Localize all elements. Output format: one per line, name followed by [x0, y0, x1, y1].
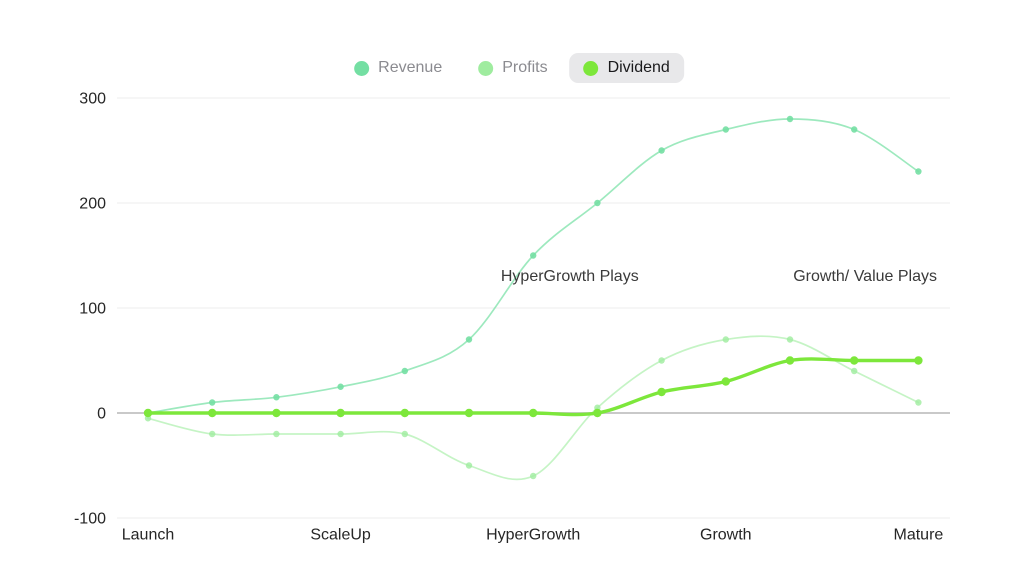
- y-tick-label: 300: [79, 90, 106, 107]
- annotation: Growth/ Value Plays: [793, 267, 937, 285]
- legend-item-dividend[interactable]: Dividend: [569, 53, 684, 83]
- legend-label: Revenue: [378, 59, 443, 76]
- data-point-profits[interactable]: [915, 399, 922, 406]
- data-point-profits[interactable]: [530, 472, 537, 480]
- data-point-revenue[interactable]: [530, 252, 537, 259]
- data-point-revenue[interactable]: [594, 199, 601, 207]
- y-tick-label: -100: [74, 510, 106, 527]
- data-point-dividend[interactable]: [208, 408, 217, 418]
- data-point-dividend[interactable]: [464, 408, 474, 418]
- data-point-revenue[interactable]: [337, 383, 344, 390]
- data-point-dividend[interactable]: [785, 356, 795, 365]
- series-profits[interactable]: [144, 335, 922, 481]
- x-tick-label: HyperGrowth: [486, 526, 580, 543]
- data-point-dividend[interactable]: [657, 387, 666, 397]
- y-tick-label: 100: [79, 300, 106, 317]
- x-tick-label: Growth: [700, 526, 752, 543]
- data-point-dividend[interactable]: [400, 408, 409, 418]
- data-point-dividend[interactable]: [143, 408, 153, 418]
- data-point-profits[interactable]: [851, 367, 858, 375]
- series-revenue[interactable]: [144, 115, 922, 417]
- legend-dot-profits-icon: [478, 60, 494, 76]
- legend: Revenue Profits Dividend: [340, 53, 684, 83]
- data-point-dividend[interactable]: [914, 356, 923, 365]
- data-point-revenue[interactable]: [915, 168, 922, 175]
- data-point-dividend[interactable]: [529, 408, 538, 418]
- data-point-dividend[interactable]: [336, 408, 345, 418]
- data-point-dividend[interactable]: [721, 377, 730, 386]
- series-line-dividend[interactable]: [146, 357, 921, 417]
- data-point-dividend[interactable]: [593, 408, 602, 418]
- legend-item-revenue[interactable]: Revenue: [340, 53, 456, 83]
- data-point-profits[interactable]: [209, 430, 216, 438]
- legend-label: Profits: [502, 59, 548, 76]
- x-tick-label: ScaleUp: [310, 526, 371, 543]
- legend-label: Dividend: [607, 59, 670, 76]
- data-point-revenue[interactable]: [722, 126, 729, 133]
- data-point-profits[interactable]: [722, 336, 729, 343]
- data-point-revenue[interactable]: [273, 394, 280, 401]
- y-tick-label: 0: [97, 405, 106, 422]
- data-point-revenue[interactable]: [209, 399, 216, 406]
- data-point-revenue[interactable]: [401, 367, 408, 375]
- data-point-revenue[interactable]: [851, 126, 858, 133]
- data-point-revenue[interactable]: [465, 336, 473, 343]
- x-tick-label: Mature: [894, 526, 944, 543]
- legend-item-profits[interactable]: Profits: [464, 53, 561, 83]
- legend-dot-dividend-icon: [583, 60, 599, 76]
- legend-dot-revenue-icon: [354, 60, 370, 76]
- data-point-dividend[interactable]: [272, 408, 281, 418]
- x-tick-label: Launch: [122, 526, 175, 543]
- y-tick-label: 200: [79, 195, 106, 212]
- series-dividend[interactable]: [143, 356, 923, 418]
- data-point-profits[interactable]: [273, 430, 280, 438]
- series-line-revenue[interactable]: [147, 118, 920, 414]
- data-point-profits[interactable]: [465, 462, 473, 469]
- data-point-revenue[interactable]: [786, 115, 794, 123]
- data-point-dividend[interactable]: [850, 356, 859, 365]
- data-point-profits[interactable]: [658, 357, 665, 364]
- data-point-profits[interactable]: [401, 430, 408, 438]
- annotation: HyperGrowth Plays: [500, 267, 639, 285]
- data-point-profits[interactable]: [337, 430, 344, 438]
- data-point-profits[interactable]: [786, 336, 794, 343]
- data-point-revenue[interactable]: [658, 147, 665, 154]
